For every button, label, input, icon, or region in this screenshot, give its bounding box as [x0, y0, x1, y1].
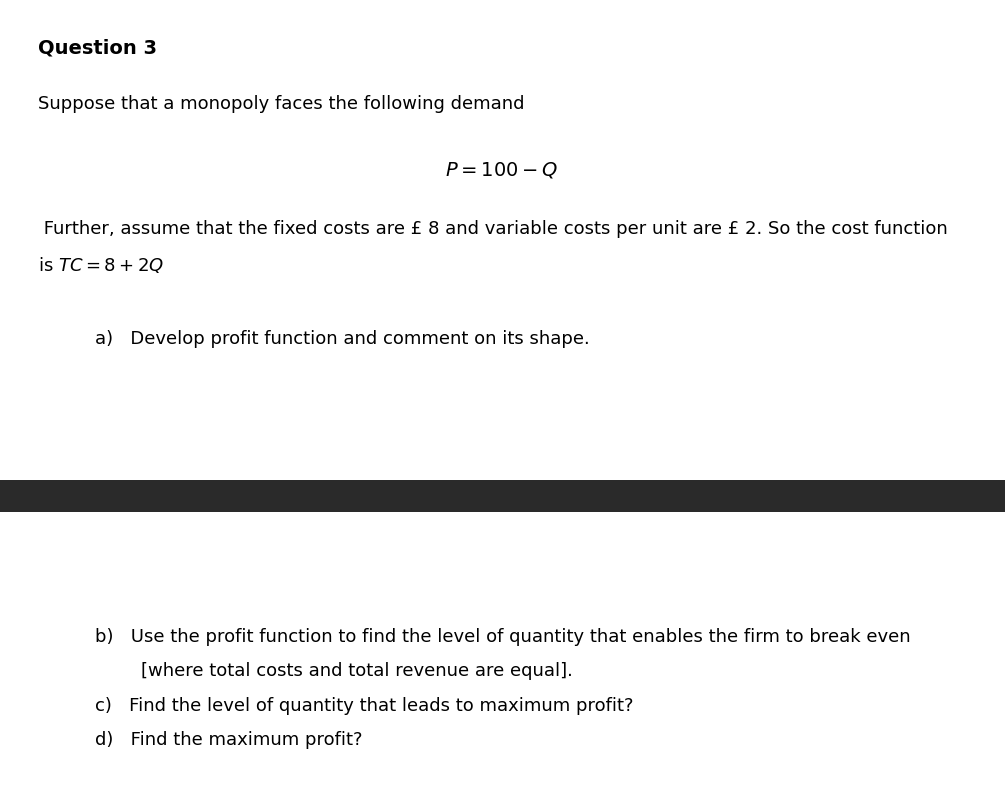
Text: [where total costs and total revenue are equal].: [where total costs and total revenue are…: [95, 662, 573, 680]
Text: Question 3: Question 3: [38, 38, 157, 57]
Bar: [0, 480, 1005, 512]
Text: Suppose that a monopoly faces the following demand: Suppose that a monopoly faces the follow…: [38, 95, 525, 113]
Text: d)   Find the maximum profit?: d) Find the maximum profit?: [95, 731, 363, 749]
Text: is $TC = 8 + 2Q$: is $TC = 8 + 2Q$: [38, 255, 164, 275]
Text: c)   Find the level of quantity that leads to maximum profit?: c) Find the level of quantity that leads…: [95, 697, 633, 715]
Text: a)   Develop profit function and comment on its shape.: a) Develop profit function and comment o…: [95, 330, 590, 348]
Text: $P = 100 - Q$: $P = 100 - Q$: [445, 160, 559, 180]
Text: b)   Use the profit function to find the level of quantity that enables the firm: b) Use the profit function to find the l…: [95, 628, 911, 646]
Text: Further, assume that the fixed costs are £ 8 and variable costs per unit are £ 2: Further, assume that the fixed costs are…: [38, 220, 948, 238]
